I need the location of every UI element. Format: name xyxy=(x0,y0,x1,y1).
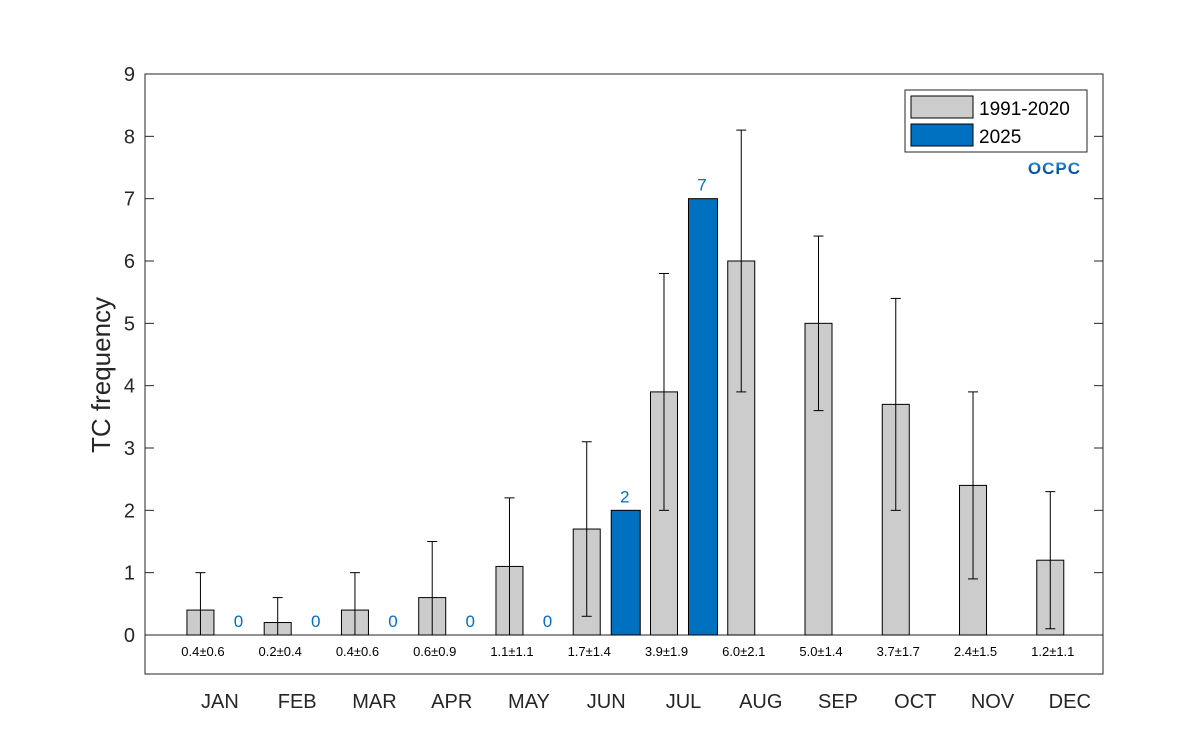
stat-label: 0.4±0.6 xyxy=(336,644,379,659)
y-tick-label: 3 xyxy=(124,438,135,460)
legend-swatch-1991-2020 xyxy=(910,95,974,119)
x-tick-label: AUG xyxy=(739,691,782,713)
y-axis-label: TC frequency xyxy=(86,297,116,453)
y-tick-label: 7 xyxy=(124,189,135,211)
x-tick-label: NOV xyxy=(971,691,1015,713)
y-tick-label: 0 xyxy=(124,625,135,647)
stat-label: 3.7±1.7 xyxy=(877,644,920,659)
x-tick-label: DEC xyxy=(1049,691,1091,713)
x-tick-label: JUN xyxy=(587,691,626,713)
labels: 0 0.4±0.6 JAN 0 0.2±0.4 FEB 0 0.4±0.6 MAR 0 0.6±0.… xyxy=(181,176,1091,713)
y-tick-label: 1 xyxy=(124,563,135,585)
stat-label: 6.0±2.1 xyxy=(722,644,765,659)
stat-label: 0.6±0.9 xyxy=(413,644,456,659)
value-label-2025: 7 xyxy=(697,176,706,195)
y-tick-label: 2 xyxy=(124,500,135,522)
value-label-2025: 2 xyxy=(620,487,629,506)
bars xyxy=(186,129,1065,636)
value-label-2025: 0 xyxy=(311,612,320,631)
value-label-2025: 0 xyxy=(465,612,474,631)
stat-label: 0.4±0.6 xyxy=(181,644,224,659)
x-tick-label: SEP xyxy=(818,691,858,713)
stat-label: 3.9±1.9 xyxy=(645,644,688,659)
ocpc-logo-text: OCPC xyxy=(1028,159,1081,178)
stat-label: 5.0±1.4 xyxy=(799,644,842,659)
x-tick-label: MAY xyxy=(508,691,550,713)
stat-label: 2.4±1.5 xyxy=(954,644,997,659)
x-tick-label: JAN xyxy=(201,691,239,713)
value-label-2025: 0 xyxy=(388,612,397,631)
stat-label: 1.7±1.4 xyxy=(568,644,611,659)
stat-label: 1.1±1.1 xyxy=(490,644,533,659)
value-label-2025: 0 xyxy=(234,612,243,631)
legend: 1991-2020 2025 xyxy=(904,89,1088,153)
legend-swatch-2025 xyxy=(910,123,974,147)
y-tick-label: 6 xyxy=(124,251,135,273)
axes: 0 1 2 3 4 5 6 7 8 9 xyxy=(124,64,1104,675)
x-tick-label: FEB xyxy=(278,691,317,713)
ocpc-logo: OCPC xyxy=(1028,159,1081,178)
stat-label: 0.2±0.4 xyxy=(259,644,302,659)
value-label-2025: 0 xyxy=(543,612,552,631)
x-tick-label: OCT xyxy=(894,691,936,713)
y-tick-label: 9 xyxy=(124,64,135,86)
legend-label-2025: 2025 xyxy=(979,127,1021,148)
legend-label-1991-2020: 1991-2020 xyxy=(979,99,1070,120)
x-tick-label: JUL xyxy=(666,691,702,713)
bar-2025 xyxy=(687,198,718,636)
x-tick-label: MAR xyxy=(352,691,396,713)
stat-label: 1.2±1.1 xyxy=(1031,644,1074,659)
bar-2025 xyxy=(610,509,641,636)
plot-area-frame xyxy=(144,73,1104,675)
x-tick-label: APR xyxy=(431,691,472,713)
y-tick-label: 8 xyxy=(124,126,135,148)
y-tick-label: 4 xyxy=(124,376,135,398)
y-tick-label: 5 xyxy=(124,313,135,335)
